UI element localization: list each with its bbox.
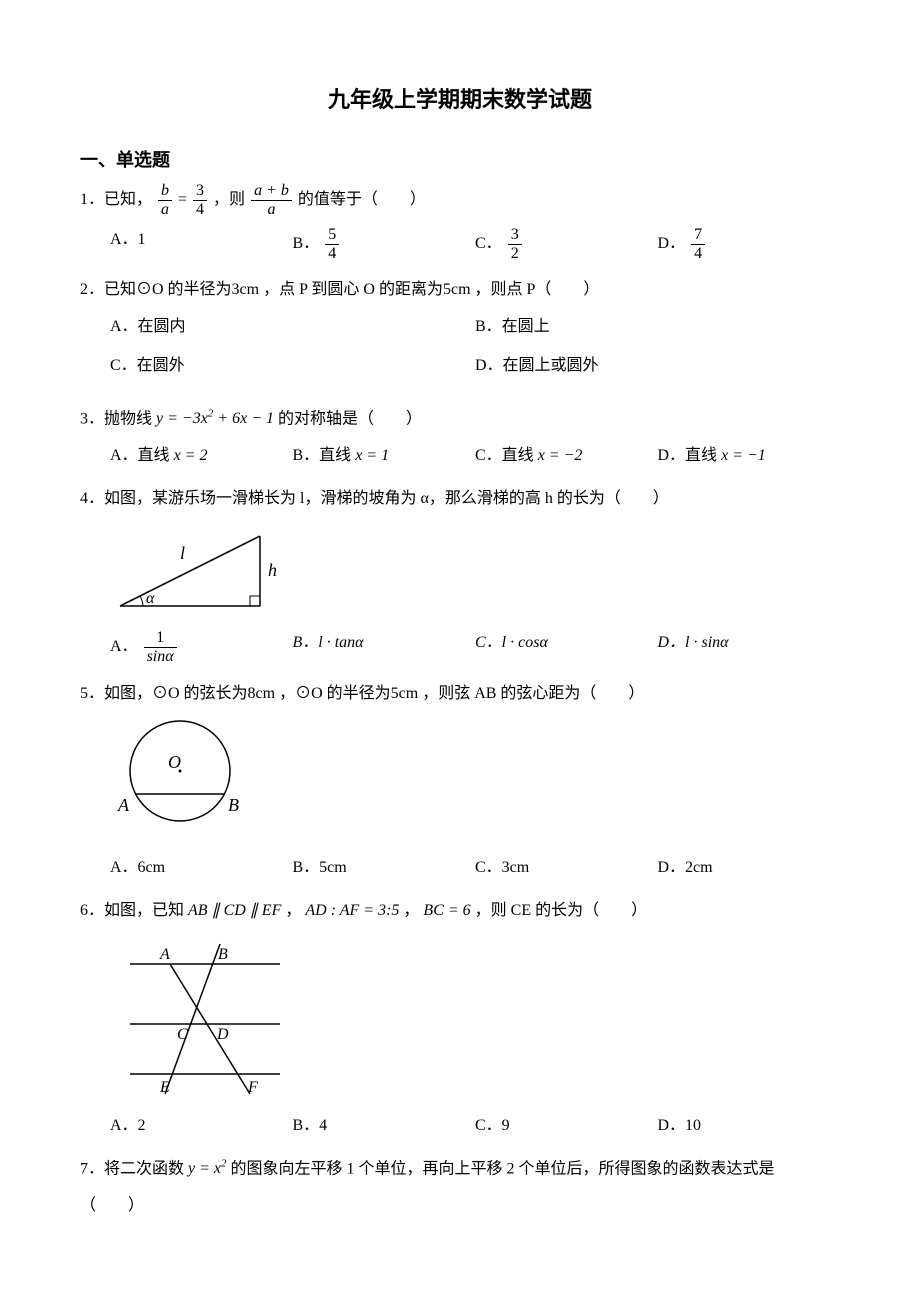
q6-parallel: AB ∥ CD ∥ EF	[188, 902, 281, 919]
q6-mid2: ，	[403, 902, 423, 919]
q4-optA-label: A．	[110, 638, 138, 655]
q6-fig-A: A	[159, 946, 170, 963]
q1-optD-label: D．	[658, 235, 686, 252]
q3-optD-prefix: D．直线	[658, 447, 722, 464]
q6-fig-E: E	[159, 1079, 170, 1096]
q5-optA: A．6cm	[110, 854, 293, 883]
q5-stem: 5．如图，⊙O 的弦长为8cm ，⊙O 的半径为5cm ，则弦 AB 的弦心距为…	[80, 680, 840, 709]
q1-optC-den: 2	[508, 245, 522, 263]
q2-optD: D．在圆上或圆外	[475, 352, 840, 381]
q3-optB-expr: x = 1	[355, 447, 389, 464]
q6-optD: D．10	[658, 1112, 841, 1141]
q2-optB: B．在圆上	[475, 313, 840, 342]
q1-eq: =	[178, 191, 191, 208]
q1-optD-num: 7	[691, 226, 705, 245]
q4-optA-den: sinα	[144, 648, 177, 666]
q6-mid1: ，	[285, 902, 305, 919]
q1-frac2-den: 4	[193, 201, 207, 219]
q4-fig-l: l	[180, 543, 185, 563]
question-1: 1．已知， b a = 3 4 ，则 a + b a 的值等于（ ） A．1 B…	[80, 182, 840, 262]
q4-optA-num: 1	[144, 629, 177, 648]
q4-fig-alpha: α	[146, 590, 155, 607]
page-title: 九年级上学期期末数学试题	[80, 80, 840, 120]
q5-fig-A: A	[117, 795, 130, 815]
q4-optC: C．l · cosα	[475, 629, 658, 665]
question-4: 4．如图，某游乐场一滑梯长为 l，滑梯的坡角为 α，那么滑梯的高 h 的长为（ …	[80, 485, 840, 666]
q5-figure: O A B	[110, 716, 840, 846]
q4-stem: 4．如图，某游乐场一滑梯长为 l，滑梯的坡角为 α，那么滑梯的高 h 的长为（ …	[80, 485, 840, 514]
q5-fig-O: O	[168, 752, 181, 772]
question-7: 7．将二次函数 y = x2 的图象向左平移 1 个单位，再向上平移 2 个单位…	[80, 1155, 840, 1221]
q1-frac3-num: a + b	[251, 182, 292, 201]
q4-optD: D．l · sinα	[658, 629, 841, 665]
q1-stem-prefix: 1．已知，	[80, 191, 152, 208]
q3-optB: B．直线 x = 1	[293, 442, 476, 471]
q7-formula: y = x2	[188, 1160, 227, 1177]
q4-figure: l h α	[110, 521, 840, 621]
q1-optD-den: 4	[691, 245, 705, 263]
q3-optA: A．直线 x = 2	[110, 442, 293, 471]
q3-optC-expr: x = −2	[538, 447, 583, 464]
q2-optC: C．在圆外	[110, 352, 475, 381]
q1-optD: D． 74	[658, 226, 841, 262]
q7-stem-suffix: 的图象向左平移 1 个单位，再向上平移 2 个单位后，所得图象的函数表达式是	[231, 1160, 775, 1177]
q6-fig-C: C	[177, 1026, 188, 1043]
q1-optA: A．1	[110, 226, 293, 262]
q6-stem: 6．如图，已知 AB ∥ CD ∥ EF ， AD : AF = 3:5 ， B…	[80, 897, 840, 926]
q6-fig-B: B	[218, 946, 228, 963]
q3-optA-expr: x = 2	[174, 447, 208, 464]
q4-fig-h: h	[268, 560, 277, 580]
q3-optA-prefix: A．直线	[110, 447, 174, 464]
q2-optA: A．在圆内	[110, 313, 475, 342]
q6-stem-suffix: ，则 CE 的长为（ ）	[475, 902, 647, 919]
q1-optB-label: B．	[293, 235, 320, 252]
q1-optC: C． 32	[475, 226, 658, 262]
section-header: 一、单选题	[80, 144, 840, 176]
q6-optC: C．9	[475, 1112, 658, 1141]
q1-optC-label: C．	[475, 235, 502, 252]
q6-ratio: AD : AF = 3:5	[305, 902, 399, 919]
q1-frac3-den: a	[251, 201, 292, 219]
q3-optB-prefix: B．直线	[293, 447, 356, 464]
q6-bc: BC = 6	[423, 902, 470, 919]
q4-optA: A． 1sinα	[110, 629, 293, 665]
q1-optC-num: 3	[508, 226, 522, 245]
question-2: 2．已知⊙O 的半径为3cm ，点 P 到圆心 O 的距离为5cm ，则点 P（…	[80, 276, 840, 390]
q7-stem-prefix: 7．将二次函数	[80, 1160, 188, 1177]
q6-figure: A B C D E F	[110, 934, 840, 1104]
q3-optD: D．直线 x = −1	[658, 442, 841, 471]
q3-optD-expr: x = −1	[721, 447, 766, 464]
q5-fig-B: B	[228, 795, 239, 815]
q3-optC-prefix: C．直线	[475, 447, 538, 464]
q7-stem: 7．将二次函数 y = x2 的图象向左平移 1 个单位，再向上平移 2 个单位…	[80, 1155, 840, 1184]
q6-fig-D: D	[216, 1026, 229, 1043]
q4-optB: B．l · tanα	[293, 629, 476, 665]
q5-optC: C．3cm	[475, 854, 658, 883]
q1-stem-mid: ，则	[213, 191, 249, 208]
question-5: 5．如图，⊙O 的弦长为8cm ，⊙O 的半径为5cm ，则弦 AB 的弦心距为…	[80, 680, 840, 884]
q6-optB: B．4	[293, 1112, 476, 1141]
q7-paren: （ ）	[80, 1192, 840, 1221]
q6-optA: A．2	[110, 1112, 293, 1141]
q1-stem: 1．已知， b a = 3 4 ，则 a + b a 的值等于（ ）	[80, 182, 840, 218]
q1-frac1-num: b	[158, 182, 172, 201]
q3-stem-suffix: 的对称轴是（ ）	[278, 410, 422, 427]
q6-stem-prefix: 6．如图，已知	[80, 902, 188, 919]
q1-frac2-num: 3	[193, 182, 207, 201]
question-6: 6．如图，已知 AB ∥ CD ∥ EF ， AD : AF = 3:5 ， B…	[80, 897, 840, 1141]
q1-optB: B． 54	[293, 226, 476, 262]
q6-fig-F: F	[247, 1079, 258, 1096]
q1-optB-den: 4	[325, 245, 339, 263]
q1-frac1-den: a	[158, 201, 172, 219]
q5-optD: D．2cm	[658, 854, 841, 883]
q3-optC: C．直线 x = −2	[475, 442, 658, 471]
q5-optB: B．5cm	[293, 854, 476, 883]
question-3: 3．抛物线 y = −3x2 + 6x − 1 的对称轴是（ ） A．直线 x …	[80, 405, 840, 471]
q2-stem: 2．已知⊙O 的半径为3cm ，点 P 到圆心 O 的距离为5cm ，则点 P（…	[80, 276, 840, 305]
q3-stem: 3．抛物线 y = −3x2 + 6x − 1 的对称轴是（ ）	[80, 405, 840, 434]
q3-formula: y = −3x2 + 6x − 1	[156, 410, 274, 427]
q1-optB-num: 5	[325, 226, 339, 245]
q1-stem-suffix: 的值等于（ ）	[298, 191, 426, 208]
q3-stem-prefix: 3．抛物线	[80, 410, 156, 427]
